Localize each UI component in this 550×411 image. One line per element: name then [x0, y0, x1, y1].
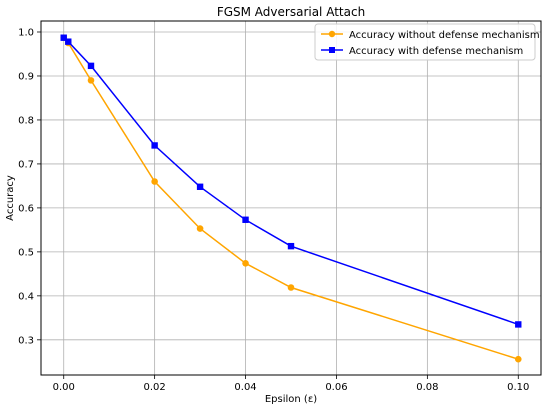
y-tick-label: 0.7 [18, 159, 34, 170]
y-tick-label: 0.8 [18, 115, 34, 126]
x-tick-label: 0.06 [325, 382, 347, 393]
legend-box [314, 23, 536, 61]
plot-series [60, 34, 522, 363]
x-axis-label: Epsilon (ε) [265, 394, 317, 405]
legend: Accuracy without defense mechanism Accur… [314, 23, 540, 61]
x-tick-label: 0.02 [144, 382, 166, 393]
y-tick-label: 0.4 [18, 291, 34, 302]
legend-label-series-1: Accuracy without defense mechanism [349, 30, 540, 41]
chart-title: FGSM Adversarial Attach [217, 5, 365, 19]
y-tick-label: 0.5 [18, 247, 34, 258]
series-2-point [65, 38, 72, 45]
y-tick-label: 0.3 [18, 335, 34, 346]
series-1-point [87, 77, 95, 84]
series-1-point [514, 355, 522, 363]
y-tick-label: 0.6 [18, 203, 34, 214]
series-1-point [242, 260, 249, 267]
series-1-point [151, 178, 158, 185]
y-tick-label: 1.0 [18, 27, 34, 38]
x-tick-label: 0.08 [416, 382, 438, 393]
series-2-point [242, 216, 249, 223]
x-tick-label: 0.00 [53, 382, 75, 393]
plot-frame [40, 20, 542, 376]
series-2-point [196, 183, 204, 190]
legend-marker-series-2 [329, 47, 335, 53]
series-2-point [515, 321, 522, 328]
series-1-point [196, 225, 204, 232]
series-2-point [87, 62, 95, 70]
series-2-point [151, 142, 158, 149]
series-line-2 [63, 37, 519, 326]
series-1-point [287, 284, 295, 291]
legend-marker-series-1 [328, 30, 336, 38]
series-2-point [287, 242, 295, 250]
y-tick-label: 0.9 [18, 71, 34, 82]
series-line-1 [63, 37, 519, 360]
series-2-point [60, 34, 67, 41]
x-tick-label: 0.10 [507, 382, 529, 393]
y-axis-label: Accuracy [5, 175, 16, 221]
axis-ticks: 0.00 0.02 0.04 0.06 0.08 0.10 0.3 0.4 0.5 0.6 0.7 0… [18, 27, 529, 393]
x-tick-label: 0.04 [234, 382, 256, 393]
legend-label-series-2: Accuracy with defense mechanism [349, 46, 523, 57]
